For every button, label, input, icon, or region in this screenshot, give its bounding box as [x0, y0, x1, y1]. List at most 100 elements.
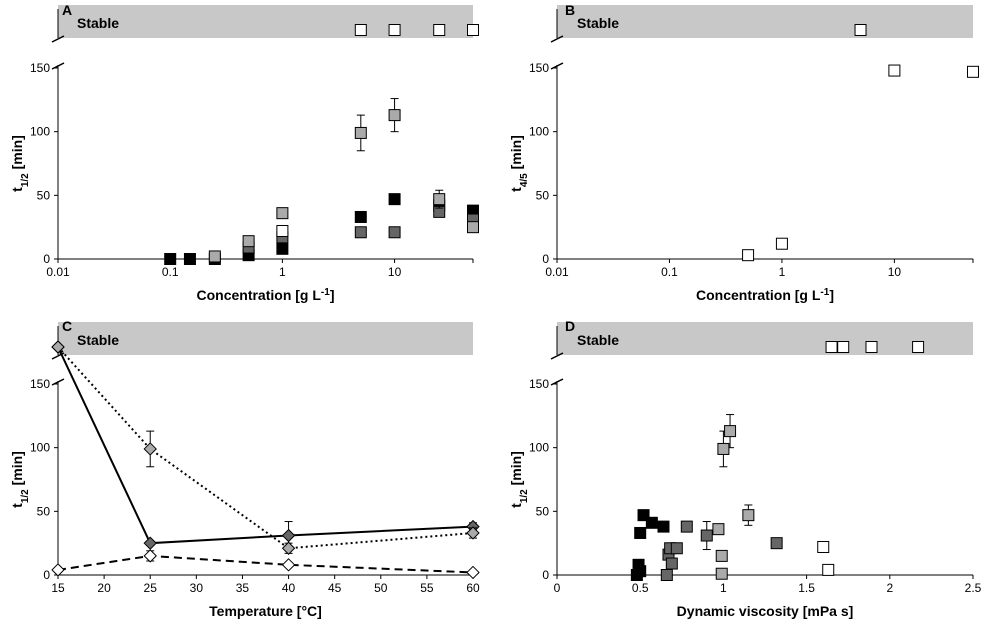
y-tick-label: 100 — [529, 441, 549, 455]
x-tick-label: 1 — [779, 265, 786, 279]
data-point-square — [700, 529, 713, 542]
data-point-square — [388, 193, 401, 206]
x-tick-label: 10 — [888, 265, 902, 279]
x-axis-label: Dynamic viscosity [mPa s] — [677, 603, 854, 619]
data-point-square — [276, 242, 289, 255]
data-point-square — [825, 341, 838, 353]
data-point-square — [388, 226, 401, 239]
y-axis-label: t1/2 [min] — [9, 135, 31, 192]
data-point-square — [912, 341, 925, 353]
data-point-square — [242, 235, 255, 248]
data-point-square — [712, 523, 725, 536]
x-tick-label: 25 — [144, 581, 158, 595]
y-tick-label: 150 — [30, 377, 50, 391]
data-point-square — [742, 249, 755, 262]
data-point-diamond — [143, 442, 157, 456]
data-point-square — [388, 109, 401, 122]
series-white — [817, 341, 925, 576]
axis-break-mark — [51, 35, 65, 43]
data-point-square — [665, 557, 678, 570]
data-point-square — [680, 520, 693, 533]
series-dark_gray — [660, 520, 783, 581]
x-axis-label: Concentration [g L-1] — [196, 287, 334, 304]
data-point-square — [742, 509, 755, 522]
y-tick-label: 50 — [536, 504, 550, 518]
y-tick-label: 0 — [43, 568, 50, 582]
series-dark_gray — [51, 340, 480, 551]
data-point-square — [715, 567, 728, 580]
data-point-square — [388, 24, 401, 36]
x-tick-label: 0.01 — [46, 265, 70, 279]
x-tick-label: 0.5 — [632, 581, 649, 595]
x-tick-label: 2.5 — [965, 581, 981, 595]
x-tick-label: 1 — [720, 581, 727, 595]
y-axis-label: t4/5 [min] — [508, 135, 530, 192]
x-tick-label: 15 — [51, 581, 65, 595]
data-point-diamond — [51, 340, 65, 354]
data-point-square — [276, 207, 289, 220]
y-tick-label: 50 — [37, 188, 51, 202]
data-point-square — [817, 540, 830, 553]
data-point-square — [433, 24, 446, 36]
x-tick-label: 60 — [466, 581, 480, 595]
data-point-square — [837, 341, 850, 353]
panel-label: B — [565, 2, 575, 18]
data-point-square — [354, 210, 367, 223]
x-tick-label: 50 — [374, 581, 388, 595]
data-point-square — [164, 253, 177, 265]
series-line — [57, 346, 474, 545]
stable-band — [58, 5, 473, 38]
y-tick-label: 50 — [37, 504, 51, 518]
data-point-square — [865, 341, 878, 353]
data-point-diamond — [466, 526, 480, 540]
x-tick-label: 55 — [420, 581, 434, 595]
data-point-square — [467, 24, 479, 36]
data-point-square — [354, 226, 367, 239]
stable-band — [557, 322, 973, 355]
series-white — [742, 24, 979, 262]
data-point-square — [657, 520, 670, 533]
series-line — [57, 554, 474, 574]
x-tick-label: 0.1 — [162, 265, 179, 279]
y-tick-label: 100 — [30, 441, 50, 455]
panel-a: Stable A 0 50 100 150 0.01 0.1 1 10 Concentration … — [9, 2, 479, 303]
data-point-square — [354, 24, 367, 36]
data-point-square — [888, 64, 901, 77]
data-point-square — [637, 509, 650, 522]
data-point-diamond — [466, 565, 480, 580]
data-point-square — [775, 237, 788, 250]
x-tick-label: 1.5 — [798, 581, 815, 595]
data-point-square — [645, 516, 658, 529]
stable-label: Stable — [77, 15, 119, 31]
y-tick-label: 150 — [30, 61, 50, 75]
y-tick-label: 0 — [542, 568, 549, 582]
data-point-square — [967, 65, 979, 78]
data-point-square — [822, 563, 835, 576]
series-line — [57, 346, 474, 550]
x-tick-label: 45 — [328, 581, 342, 595]
data-point-square — [634, 565, 647, 578]
y-tick-label: 0 — [542, 252, 549, 266]
data-point-square — [354, 126, 367, 139]
x-axis-label: Concentration [g L-1] — [696, 287, 834, 304]
panel-c: Stable C 0 50 100 150 15 20 25 30 35 40 45 50 55 60 Temp… — [9, 318, 480, 619]
series-light_gray — [712, 414, 755, 580]
x-tick-label: 0.01 — [545, 265, 569, 279]
x-tick-label: 20 — [97, 581, 111, 595]
data-point-diamond — [143, 549, 157, 563]
data-point-square — [467, 221, 479, 234]
axis-break-mark — [550, 35, 564, 43]
series-white — [276, 24, 479, 237]
stable-band — [557, 5, 973, 38]
data-point-square — [276, 224, 289, 237]
series-light_gray — [51, 340, 480, 555]
data-point-square — [770, 537, 783, 550]
stable-label: Stable — [77, 332, 119, 348]
data-point-diamond — [281, 541, 296, 555]
data-point-square — [715, 549, 728, 562]
stable-band — [58, 322, 473, 355]
x-tick-label: 0 — [554, 581, 561, 595]
data-point-square — [183, 253, 196, 265]
